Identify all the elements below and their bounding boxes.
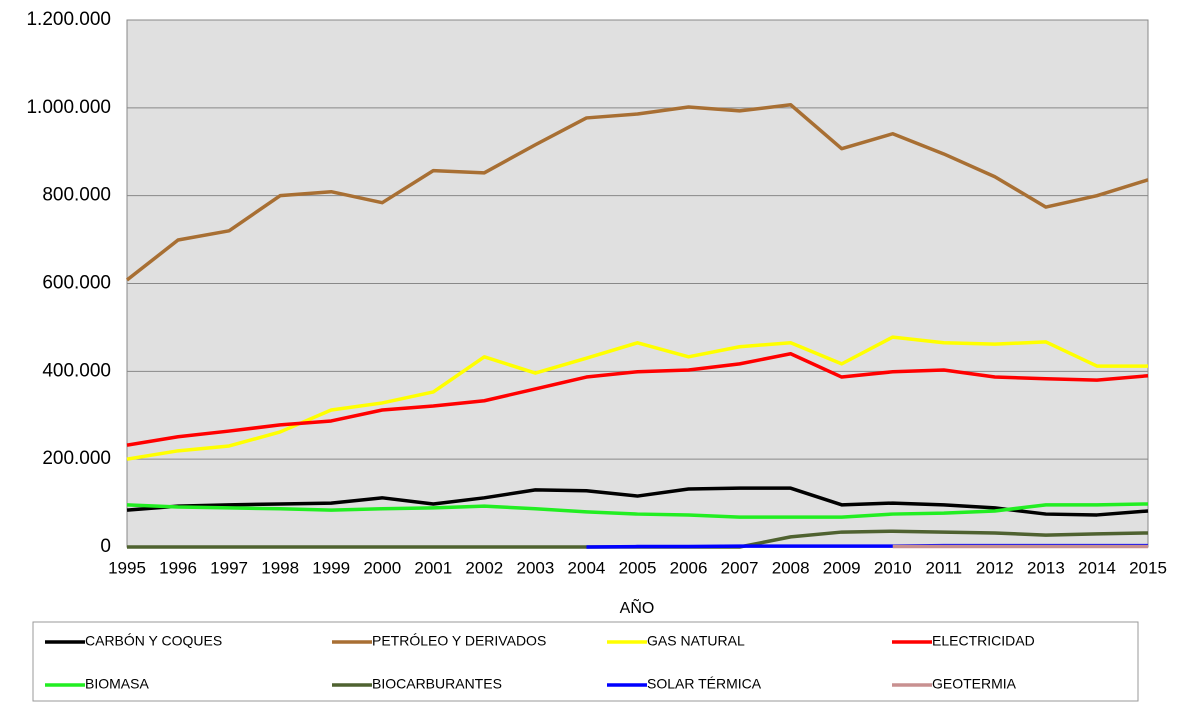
legend-label: GAS NATURAL [647,633,745,649]
legend-label: GEOTERMIA [932,676,1017,692]
x-tick-label: 2012 [976,558,1014,577]
x-tick-label: 2004 [568,558,606,577]
x-tick-label: 1995 [108,558,146,577]
series-line [126,352,1149,447]
legend-label: SOLAR TÉRMICA [647,676,762,692]
legend-label: PETRÓLEO Y DERIVADOS [372,633,546,649]
x-tick-label: 2000 [363,558,401,577]
x-tick-label: 1996 [159,558,197,577]
legend-label: BIOCARBURANTES [372,676,502,692]
series-line [126,502,1149,519]
x-tick-label: 2009 [823,558,861,577]
legend-label: BIOMASA [85,676,149,692]
y-tick-label: 1.000.000 [26,97,111,118]
x-tick-label: 2011 [926,558,963,577]
x-tick-label: 2006 [670,558,708,577]
x-tick-label: 1999 [312,558,350,577]
y-tick-label: 0 [100,536,111,557]
series-line [126,486,1149,517]
y-tick-label: 1.200.000 [26,9,111,30]
x-tick-label: 2015 [1129,558,1167,577]
x-tick-label: 2002 [465,558,503,577]
legend-label: ELECTRICIDAD [932,633,1035,649]
x-tick-label: 1998 [261,558,299,577]
x-tick-label: 2007 [721,558,759,577]
x-tick-label: 2008 [772,558,810,577]
y-tick-label: 200.000 [42,448,111,469]
x-tick-label: 1997 [210,558,248,577]
x-tick-label: 2003 [516,558,554,577]
y-tick-label: 800.000 [42,185,111,206]
y-tick-label: 400.000 [42,360,111,381]
legend [32,621,1139,702]
x-tick-label: 2013 [1027,558,1065,577]
x-tick-label: 2001 [414,558,452,577]
x-axis-label: AÑO [620,597,655,617]
x-tick-label: 2010 [874,558,912,577]
x-tick-label: 2014 [1078,558,1116,577]
y-tick-label: 600.000 [42,273,111,294]
legend-label: CARBÓN Y COQUES [85,633,222,649]
x-tick-label: 2005 [619,558,657,577]
series-line [125,103,1149,282]
